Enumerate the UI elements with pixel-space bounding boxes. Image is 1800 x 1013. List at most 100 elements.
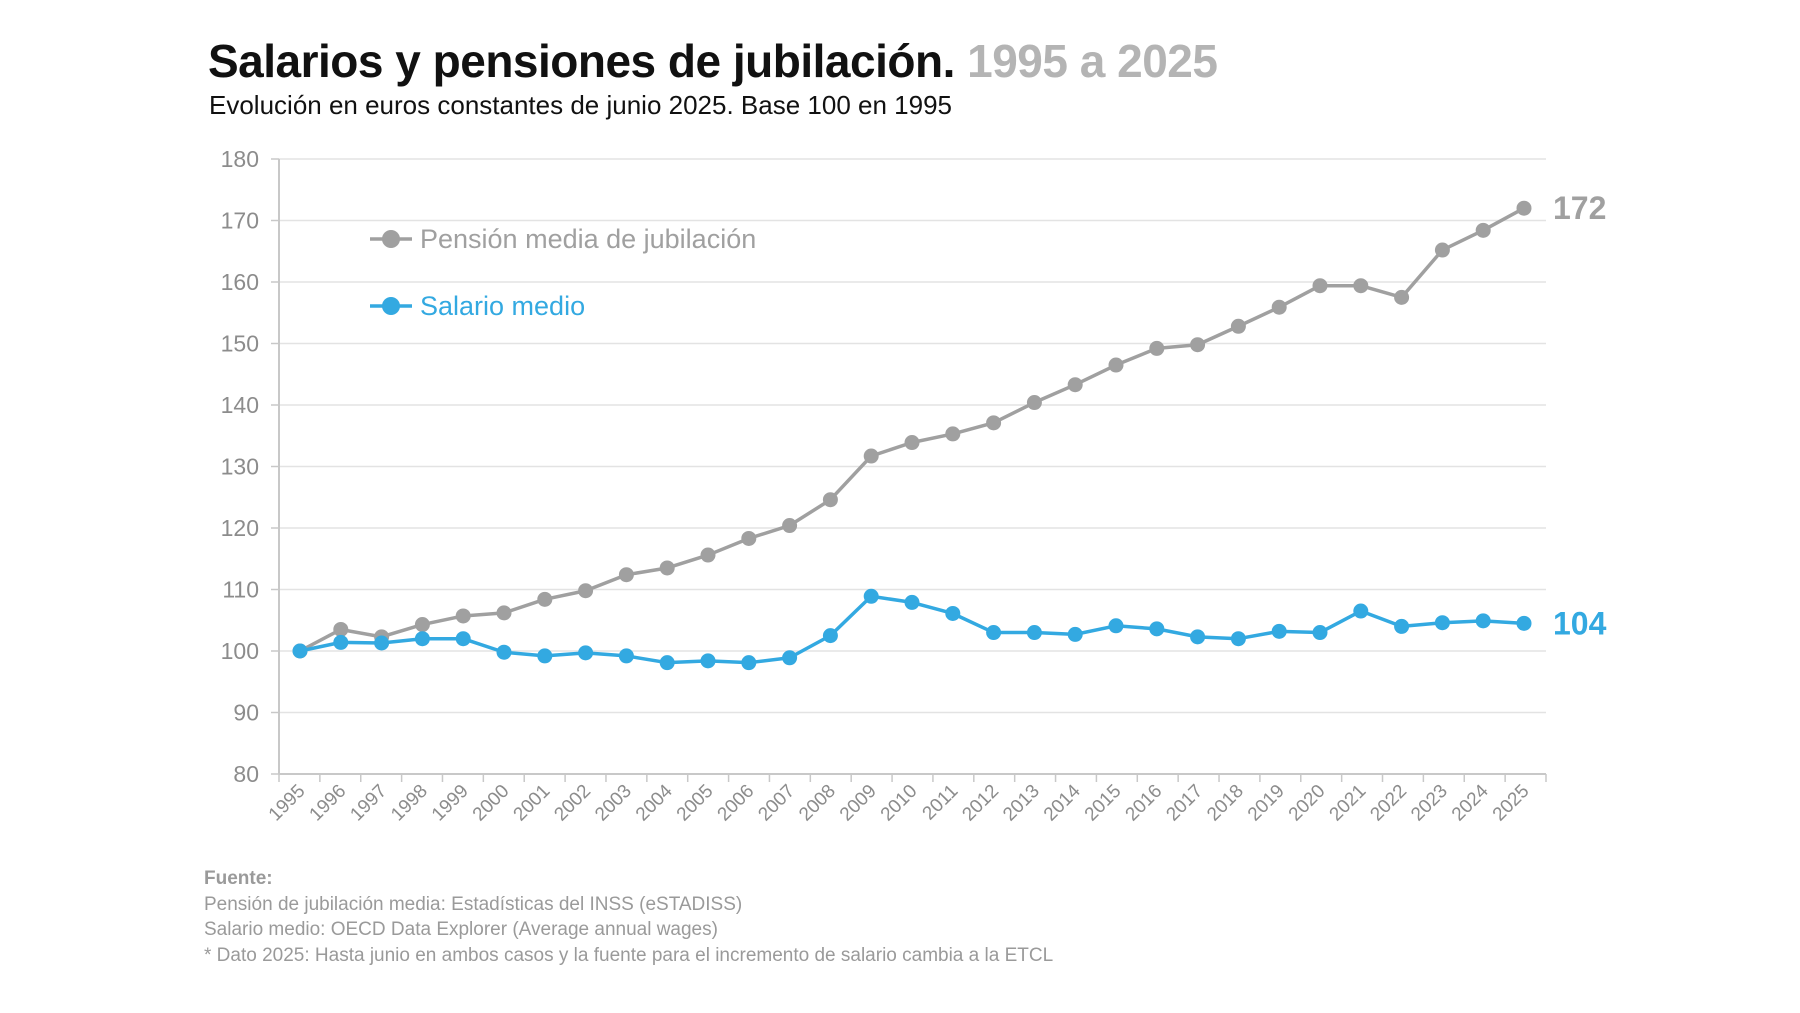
data-point: [986, 625, 1002, 641]
title-range: 1995 a 2025: [967, 35, 1218, 87]
x-tick-label: 2025: [1489, 781, 1534, 826]
x-tick-label: 1996: [306, 781, 351, 826]
y-tick-label: 140: [221, 392, 259, 418]
data-point: [945, 605, 961, 621]
x-tick-label: 1995: [265, 781, 310, 826]
data-point: [1271, 299, 1287, 315]
y-tick-label: 80: [233, 761, 259, 787]
chart-title: Salarios y pensiones de jubilación. 1995…: [208, 34, 1218, 88]
data-point: [414, 631, 430, 647]
data-point: [1230, 631, 1246, 647]
y-tick-label: 110: [222, 577, 259, 603]
data-point: [1394, 289, 1410, 305]
data-point: [782, 650, 798, 666]
x-tick-label: 2009: [836, 781, 881, 826]
data-point: [1067, 626, 1083, 642]
x-tick-label: 2006: [714, 781, 759, 826]
line-chart: 8090100110120130140150160170180199519961…: [221, 146, 1607, 826]
y-tick-label: 180: [221, 146, 259, 172]
data-point: [1067, 377, 1083, 393]
data-point: [1353, 278, 1369, 294]
data-point: [333, 621, 349, 637]
x-tick-label: 2013: [999, 781, 1044, 826]
data-point: [333, 634, 349, 650]
legend-label: Salario medio: [420, 291, 585, 321]
data-point: [822, 492, 838, 508]
source-footer: Fuente: Pensión de jubilación media: Est…: [204, 866, 1053, 968]
data-point: [578, 645, 594, 661]
y-tick-label: 130: [221, 454, 259, 480]
footer-line: * Dato 2025: Hasta junio en ambos casos …: [204, 944, 1054, 966]
data-point: [1434, 242, 1450, 258]
series-line: [299, 206, 1525, 653]
x-tick-label: 2010: [877, 781, 922, 826]
data-point: [1312, 625, 1328, 641]
x-tick-label: 2022: [1366, 781, 1411, 826]
x-tick-label: 2003: [591, 781, 636, 826]
x-tick-label: 1999: [428, 781, 473, 826]
legend-marker: [382, 230, 400, 248]
x-tick-label: 2018: [1203, 781, 1248, 826]
footer-heading: Fuente:: [204, 868, 273, 889]
data-point: [741, 655, 757, 671]
x-tick-label: 2019: [1244, 781, 1289, 826]
data-point: [1190, 337, 1206, 353]
data-point: [782, 518, 798, 534]
data-point: [1516, 615, 1532, 631]
x-tick-label: 2014: [1040, 780, 1085, 825]
data-point: [822, 628, 838, 644]
footer-line: Pensión de jubilación media: Estadística…: [204, 893, 743, 915]
data-point: [1475, 613, 1491, 629]
x-tick-label: 2000: [469, 781, 514, 826]
title-main: Salarios y pensiones de jubilación.: [208, 35, 955, 87]
x-tick-label: 1998: [387, 781, 432, 826]
data-point: [1149, 621, 1165, 637]
x-tick-label: 2005: [673, 781, 718, 826]
data-point: [1475, 222, 1491, 238]
data-point: [945, 426, 961, 442]
y-tick-label: 170: [221, 208, 259, 234]
x-tick-label: 1997: [346, 781, 391, 826]
x-tick-label: 2007: [754, 781, 799, 826]
y-tick-label: 100: [221, 638, 259, 664]
data-point: [1394, 618, 1410, 634]
legend-label: Pensión media de jubilación: [420, 224, 756, 254]
data-point: [1149, 340, 1165, 356]
legend-marker: [382, 297, 400, 315]
end-value-label: 104: [1553, 605, 1607, 641]
data-point: [863, 448, 879, 464]
data-point: [1108, 357, 1124, 373]
data-point: [496, 605, 512, 621]
data-point: [537, 591, 553, 607]
data-point: [741, 530, 757, 546]
x-tick-label: 2016: [1122, 781, 1167, 826]
data-point: [1516, 200, 1532, 216]
data-point: [455, 631, 471, 647]
data-point: [904, 594, 920, 610]
x-tick-label: 2004: [632, 780, 677, 825]
data-point: [1026, 625, 1042, 641]
data-point: [374, 635, 390, 651]
data-point: [455, 608, 471, 624]
data-point: [659, 655, 675, 671]
data-point: [578, 583, 594, 599]
data-point: [1230, 318, 1246, 334]
data-point: [863, 588, 879, 604]
data-point: [1312, 278, 1328, 294]
y-tick-label: 160: [221, 269, 259, 295]
x-tick-label: 2012: [958, 781, 1003, 826]
y-tick-label: 120: [221, 515, 259, 541]
x-tick-label: 2001: [510, 781, 555, 826]
data-point: [904, 435, 920, 451]
data-point: [1434, 615, 1450, 631]
data-point: [537, 648, 553, 664]
data-point: [1353, 603, 1369, 619]
x-tick-label: 2002: [550, 781, 595, 826]
x-tick-label: 2021: [1326, 781, 1371, 826]
end-value-label: 172: [1553, 190, 1606, 226]
data-point: [618, 648, 634, 664]
chart-subtitle: Evolución en euros constantes de junio 2…: [209, 90, 952, 120]
x-tick-label: 2017: [1162, 781, 1207, 826]
data-point: [659, 560, 675, 576]
data-point: [1190, 629, 1206, 645]
